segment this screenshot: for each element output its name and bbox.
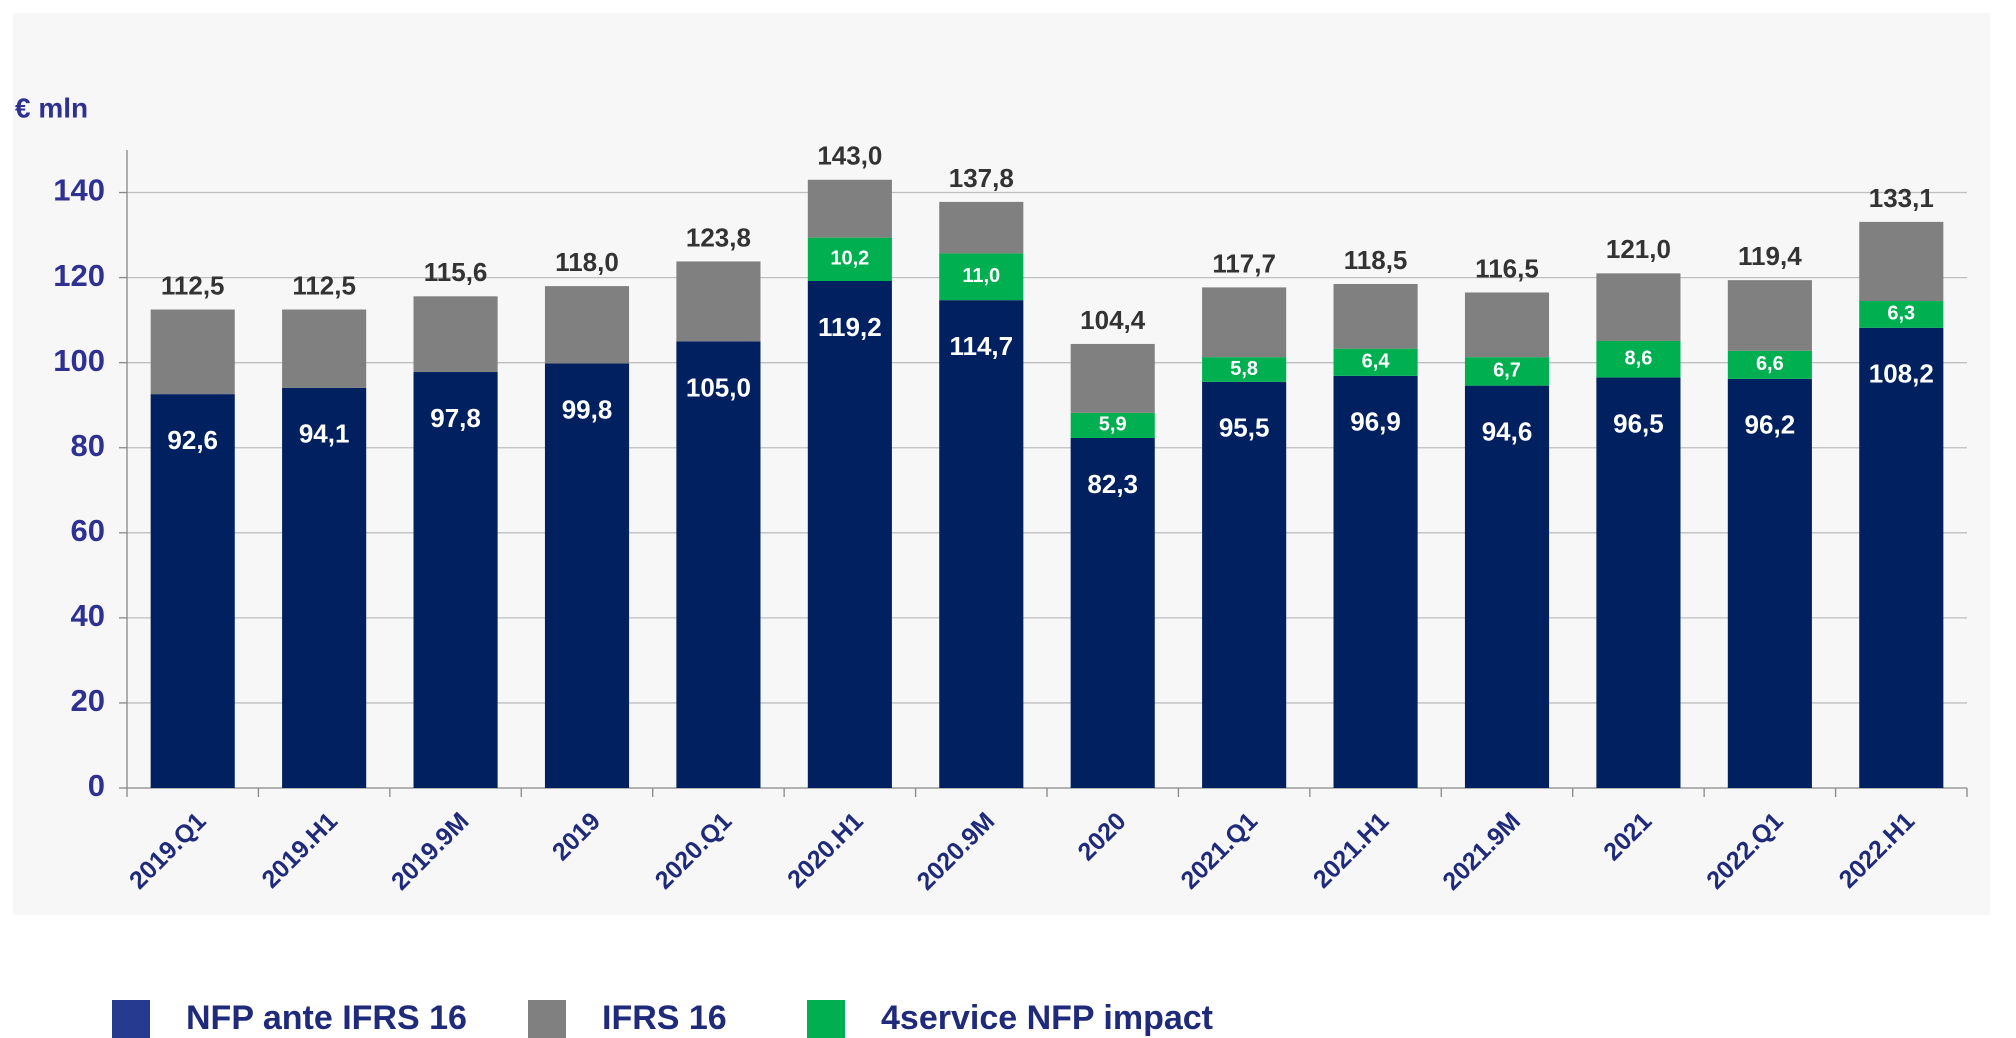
total-label: 115,6 [424, 257, 488, 287]
bar-segment [676, 261, 761, 342]
y-axis-label: € mln [15, 92, 88, 123]
bar-segment [1727, 350, 1812, 379]
bar-segment [1202, 381, 1287, 788]
bar-segment [1070, 343, 1155, 413]
total-label: 112,5 [161, 270, 225, 300]
value-label: 6,6 [1756, 353, 1784, 375]
total-label: 112,5 [292, 270, 356, 300]
bar-segment [1464, 357, 1550, 386]
bar-segment [1859, 327, 1944, 788]
total-label: 137,8 [949, 163, 1014, 193]
bar-segment [939, 253, 1024, 301]
total-label: 121,0 [1606, 234, 1671, 264]
bar-segment [1202, 357, 1287, 382]
bar-segment [1333, 283, 1418, 349]
value-label: 119,2 [818, 312, 882, 342]
legend-label: 4service NFP impact [881, 999, 1213, 1037]
bar-segment [807, 237, 892, 282]
value-label: 96,5 [1613, 408, 1664, 438]
value-label: 94,1 [299, 419, 350, 449]
value-label: 5,9 [1099, 414, 1127, 436]
total-label: 143,0 [817, 141, 882, 171]
bar-segment [1727, 280, 1812, 351]
total-label: 118,5 [1344, 245, 1408, 275]
total-label: 117,7 [1212, 248, 1276, 278]
total-label: 133,1 [1869, 183, 1934, 213]
value-label: 6,4 [1362, 351, 1391, 373]
total-label: 118,0 [555, 247, 619, 277]
value-label: 8,6 [1625, 348, 1653, 370]
bar-segment [939, 300, 1024, 788]
legend-swatch [528, 1000, 566, 1038]
bar-segment [544, 363, 630, 788]
y-tick-label: 80 [71, 428, 105, 463]
bar-segment [413, 372, 498, 788]
y-tick-label: 20 [71, 683, 105, 718]
bar-segment [1859, 300, 1944, 328]
value-label: 96,9 [1350, 407, 1401, 437]
value-label: 105,0 [686, 372, 751, 402]
bar-segment [1333, 375, 1418, 788]
y-tick-label: 0 [88, 768, 105, 803]
bar-segment [282, 309, 367, 388]
total-label: 104,4 [1080, 305, 1146, 335]
y-tick-label: 100 [53, 343, 105, 378]
legend-swatch [807, 1000, 845, 1038]
value-label: 92,6 [167, 425, 218, 455]
y-tick-label: 60 [71, 513, 105, 548]
bar-segment [1464, 385, 1550, 788]
total-label: 123,8 [686, 222, 751, 252]
bar-segment [1333, 348, 1418, 376]
y-tick-label: 120 [53, 258, 105, 293]
value-label: 5,8 [1230, 358, 1258, 380]
value-label: 82,3 [1087, 469, 1138, 499]
bar-segment [1859, 221, 1944, 301]
bar-segment [1727, 378, 1812, 788]
value-label: 95,5 [1219, 413, 1270, 443]
total-label: 119,4 [1738, 241, 1802, 271]
value-label: 97,8 [430, 403, 481, 433]
bar-segment [1070, 437, 1155, 788]
bar-segment [1596, 377, 1681, 788]
value-label: 10,2 [830, 248, 869, 270]
legend-label: NFP ante IFRS 16 [186, 999, 467, 1037]
y-tick-label: 140 [53, 173, 105, 208]
bar-segment [1596, 340, 1681, 378]
bar-segment [807, 179, 892, 238]
bar-segment [150, 309, 235, 395]
bar-segment [939, 201, 1024, 254]
value-label: 114,7 [949, 331, 1013, 361]
bar-segment [413, 296, 498, 373]
value-label: 99,8 [562, 394, 613, 424]
bar-segment [1202, 287, 1287, 358]
value-label: 11,0 [962, 265, 1000, 287]
bar-segment [544, 286, 630, 364]
value-label: 6,3 [1887, 303, 1915, 325]
legend-swatch [112, 1000, 150, 1038]
value-label: 96,2 [1745, 410, 1796, 440]
bar-segment [1464, 292, 1550, 358]
bar-segment [676, 341, 761, 788]
bar-segment [1596, 273, 1681, 341]
value-label: 108,2 [1869, 359, 1934, 389]
value-label: 6,7 [1493, 360, 1521, 382]
legend-label: IFRS 16 [602, 999, 727, 1037]
bar-segment [282, 387, 367, 788]
total-label: 116,5 [1475, 253, 1539, 283]
bar-segment [807, 281, 892, 788]
value-label: 94,6 [1482, 417, 1533, 447]
bar-segment [150, 394, 235, 788]
y-tick-label: 40 [71, 598, 105, 633]
bar-segment [1070, 412, 1155, 438]
